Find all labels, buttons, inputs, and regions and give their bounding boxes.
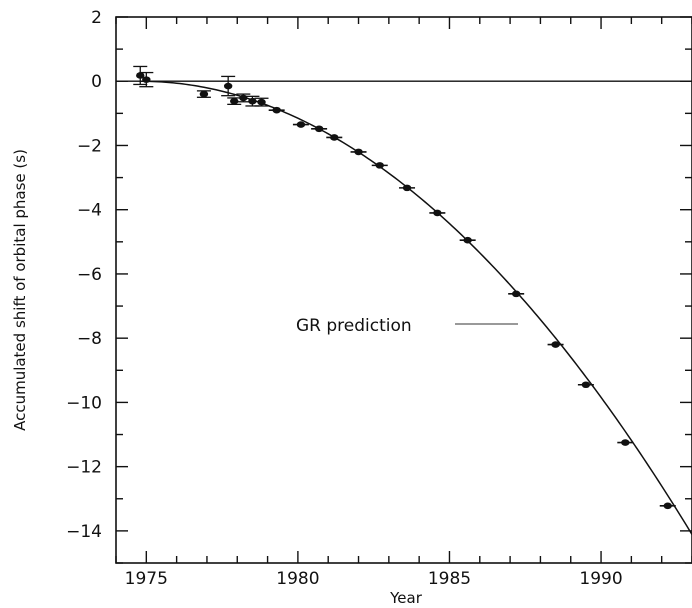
y-tick-label: 2	[91, 8, 102, 28]
y-tick-label: −4	[77, 201, 102, 221]
data-point	[581, 381, 591, 389]
y-tick-label: −10	[66, 393, 102, 413]
plot-marks	[116, 65, 692, 535]
y-axis-label: Accumulated shift of orbital phase (s)	[11, 149, 29, 431]
y-tick-label: −12	[66, 458, 102, 478]
data-point	[257, 98, 266, 106]
y-tick-label: −6	[77, 265, 102, 285]
data-point	[248, 97, 257, 105]
data-point	[199, 90, 209, 98]
data-point	[230, 97, 239, 105]
plot-frame	[115, 16, 692, 564]
gr-prediction-label: GR prediction	[296, 316, 412, 336]
data-point	[375, 162, 384, 169]
y-tick-label: 0	[91, 72, 102, 92]
y-tick-label: −8	[77, 329, 102, 349]
data-point	[142, 76, 151, 83]
data-point	[402, 184, 412, 192]
data-point	[296, 121, 306, 128]
x-axis-label: Year	[389, 589, 423, 607]
x-tick-label: 1980	[276, 569, 319, 589]
axis-ticks	[115, 16, 692, 564]
data-point	[330, 134, 339, 141]
data-point	[272, 106, 281, 114]
data-point	[354, 148, 363, 156]
data-point	[551, 341, 560, 348]
axis-tick-labels: 1975 1980 1985 1990 2 0 −2 −4 −6 −8 −10 −12 −14	[66, 8, 623, 589]
y-tick-label: −14	[66, 522, 102, 542]
x-tick-label: 1975	[125, 569, 168, 589]
data-point	[223, 82, 233, 90]
x-tick-label: 1985	[428, 569, 471, 589]
data-point	[314, 125, 324, 133]
x-tick-label: 1990	[579, 569, 622, 589]
gr-prediction-curve	[140, 80, 692, 535]
y-tick-label: −2	[77, 136, 102, 156]
data-point	[511, 290, 521, 298]
data-point	[621, 439, 630, 446]
data-point	[136, 72, 145, 79]
data-point	[239, 94, 248, 102]
data-point	[463, 236, 472, 244]
data-point	[663, 502, 672, 510]
data-point	[433, 209, 442, 217]
